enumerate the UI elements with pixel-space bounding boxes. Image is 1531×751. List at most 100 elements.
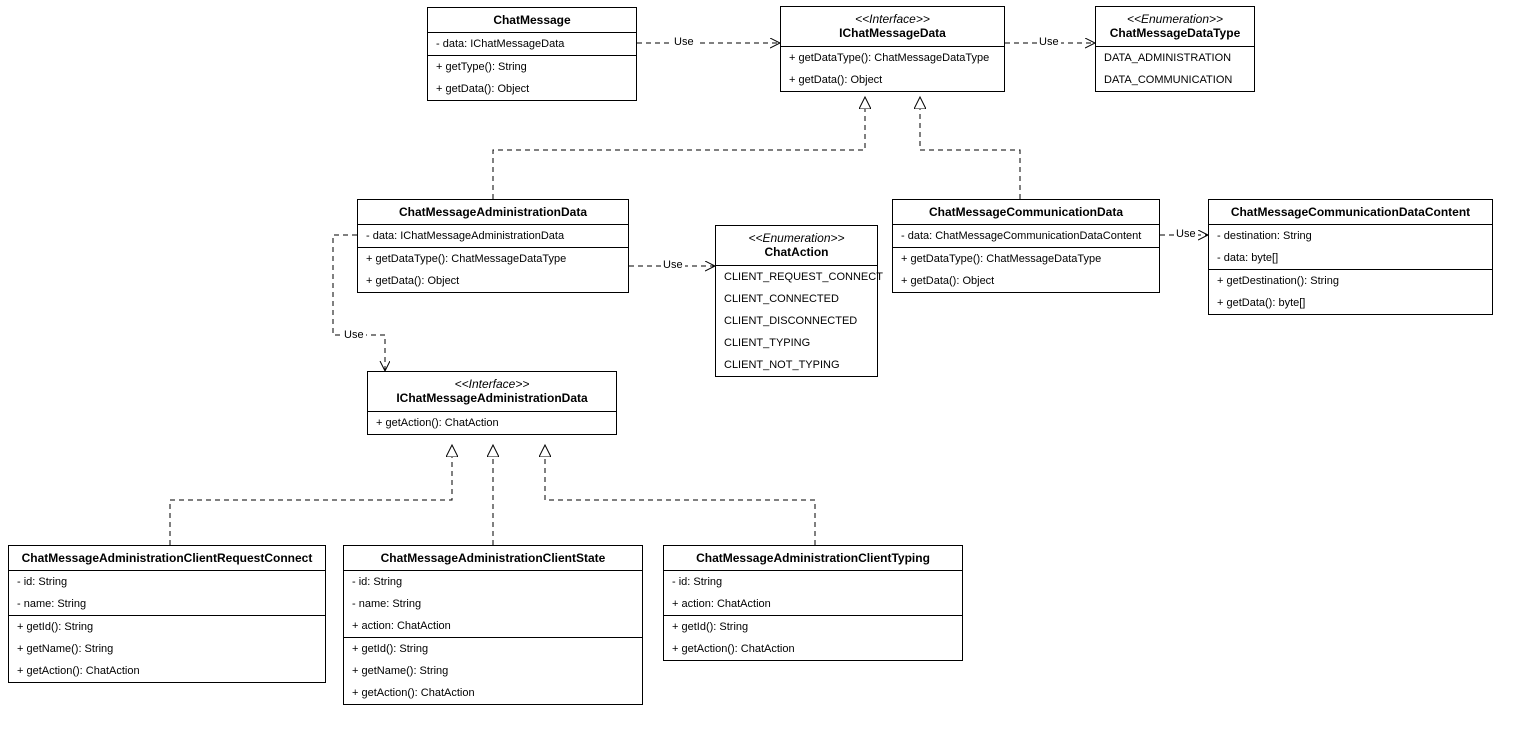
- class-attributes: - destination: String- data: byte[]: [1209, 225, 1492, 270]
- class-attributes: - id: String- name: String+ action: Chat…: [344, 571, 642, 638]
- class-attribute: - id: String: [664, 571, 962, 593]
- class-attribute: - destination: String: [1209, 225, 1492, 247]
- class-operation: + getAction(): ChatAction: [344, 682, 642, 704]
- enum-literal: CLIENT_NOT_TYPING: [716, 354, 877, 376]
- class-IChatMessageAdministrationData: <<Interface>>IChatMessageAdministrationD…: [367, 371, 617, 435]
- class-ChatMessageCommunicationData: ChatMessageCommunicationData - data: Chat…: [892, 199, 1160, 293]
- class-operations: + getId(): String+ getName(): String+ ge…: [344, 638, 642, 704]
- class-ChatMessageDataType: <<Enumeration>>ChatMessageDataTypeDATA_A…: [1095, 6, 1255, 92]
- class-name: ChatMessageCommunicationDataContent: [1231, 205, 1470, 219]
- class-header: <<Interface>>IChatMessageAdministrationD…: [368, 372, 616, 412]
- enum-literal: CLIENT_TYPING: [716, 332, 877, 354]
- class-operations: + getDestination(): String+ getData(): b…: [1209, 270, 1492, 314]
- class-ChatMessage: ChatMessage- data: IChatMessageData+ get…: [427, 7, 637, 101]
- class-IChatMessageData: <<Interface>>IChatMessageData+ getDataTy…: [780, 6, 1005, 92]
- class-name: IChatMessageAdministrationData: [396, 391, 587, 405]
- class-ChatMessageAdministrationClientRequestConnect: ChatMessageAdministrationClientRequestCo…: [8, 545, 326, 683]
- enum-literal: CLIENT_REQUEST_CONNECT: [716, 266, 877, 288]
- class-operation: + getAction(): ChatAction: [664, 638, 962, 660]
- class-operation: + getDataType(): ChatMessageDataType: [781, 47, 1004, 69]
- class-operation: + getAction(): ChatAction: [368, 412, 616, 434]
- class-attribute: - id: String: [344, 571, 642, 593]
- enum-literal: CLIENT_DISCONNECTED: [716, 310, 877, 332]
- class-operations: + getDataType(): ChatMessageDataType+ ge…: [893, 248, 1159, 292]
- class-name: ChatAction: [765, 245, 829, 259]
- class-name: ChatMessageCommunicationData: [929, 205, 1123, 219]
- class-operation: + getData(): Object: [893, 270, 1159, 292]
- class-operation: + getData(): Object: [428, 78, 636, 100]
- class-header: ChatMessage: [428, 8, 636, 33]
- class-attributes: - id: String+ action: ChatAction: [664, 571, 962, 616]
- enum-literal: DATA_ADMINISTRATION: [1096, 47, 1254, 69]
- class-ChatMessageAdministrationData: ChatMessageAdministrationData - data: ICh…: [357, 199, 629, 293]
- class-attributes: - data: IChatMessageData: [428, 33, 636, 56]
- class-attribute: - id: String: [9, 571, 325, 593]
- edge-label-use-2: Use: [1037, 36, 1061, 48]
- class-attribute: - data: ChatMessageCommunicationDataCont…: [893, 225, 1159, 247]
- edge-clienttyping-impl-iadmindata: [545, 445, 815, 545]
- class-attribute: - data: byte[]: [1209, 247, 1492, 269]
- class-name: ChatMessageAdministrationClientTyping: [696, 551, 930, 565]
- enum-literal: CLIENT_CONNECTED: [716, 288, 877, 310]
- class-ChatMessageAdministrationClientTyping: ChatMessageAdministrationClientTyping - i…: [663, 545, 963, 661]
- class-operation: + getId(): String: [664, 616, 962, 638]
- class-operations: + getDataType(): ChatMessageDataType+ ge…: [358, 248, 628, 292]
- class-name: ChatMessageAdministrationData: [399, 205, 587, 219]
- class-operation: + getType(): String: [428, 56, 636, 78]
- class-attributes: - data: IChatMessageAdministrationData: [358, 225, 628, 248]
- class-operation: + getData(): Object: [781, 69, 1004, 91]
- class-operation: + getId(): String: [9, 616, 325, 638]
- class-header: ChatMessageAdministrationClientRequestCo…: [9, 546, 325, 571]
- class-name: ChatMessageAdministrationClientRequestCo…: [22, 551, 313, 565]
- class-operation: + getDataType(): ChatMessageDataType: [893, 248, 1159, 270]
- class-operations: + getAction(): ChatAction: [368, 412, 616, 434]
- class-header: <<Interface>>IChatMessageData: [781, 7, 1004, 47]
- class-operation: + getDataType(): ChatMessageDataType: [358, 248, 628, 270]
- class-ChatAction: <<Enumeration>>ChatActionCLIENT_REQUEST_…: [715, 225, 878, 377]
- stereotype-label: <<Enumeration>>: [1104, 12, 1246, 26]
- class-name: IChatMessageData: [839, 26, 946, 40]
- stereotype-label: <<Interface>>: [376, 377, 608, 391]
- stereotype-label: <<Interface>>: [789, 12, 996, 26]
- class-attributes: - id: String- name: String: [9, 571, 325, 616]
- class-attribute: + action: ChatAction: [664, 593, 962, 615]
- class-operation: + getData(): Object: [358, 270, 628, 292]
- enum-literal: DATA_COMMUNICATION: [1096, 69, 1254, 91]
- class-name: ChatMessageDataType: [1110, 26, 1241, 40]
- class-name: ChatMessageAdministrationClientState: [381, 551, 606, 565]
- class-header: ChatMessageCommunicationData: [893, 200, 1159, 225]
- class-operation: + getAction(): ChatAction: [9, 660, 325, 682]
- class-attribute: - data: IChatMessageData: [428, 33, 636, 55]
- class-attribute: + action: ChatAction: [344, 615, 642, 637]
- class-attributes: - data: ChatMessageCommunicationDataCont…: [893, 225, 1159, 248]
- stereotype-label: <<Enumeration>>: [724, 231, 869, 245]
- class-attribute: - data: IChatMessageAdministrationData: [358, 225, 628, 247]
- class-operation: + getId(): String: [344, 638, 642, 660]
- class-attribute: - name: String: [9, 593, 325, 615]
- edge-commdata-impl-ichatmessagedata: [920, 97, 1020, 199]
- class-operations: + getId(): String+ getAction(): ChatActi…: [664, 616, 962, 660]
- edge-label-use-4: Use: [1174, 228, 1198, 240]
- edge-label-use-3: Use: [661, 259, 685, 271]
- class-operations: + getDataType(): ChatMessageDataType+ ge…: [781, 47, 1004, 91]
- class-header: ChatMessageCommunicationDataContent: [1209, 200, 1492, 225]
- class-header: ChatMessageAdministrationData: [358, 200, 628, 225]
- class-literals: DATA_ADMINISTRATIONDATA_COMMUNICATION: [1096, 47, 1254, 91]
- edge-label-use-5: Use: [342, 329, 366, 341]
- class-operations: + getType(): String+ getData(): Object: [428, 56, 636, 100]
- class-operation: + getName(): String: [344, 660, 642, 682]
- class-attribute: - name: String: [344, 593, 642, 615]
- class-name: ChatMessage: [493, 13, 570, 27]
- class-operations: + getId(): String+ getName(): String+ ge…: [9, 616, 325, 682]
- class-ChatMessageCommunicationDataContent: ChatMessageCommunicationDataContent - des…: [1208, 199, 1493, 315]
- class-literals: CLIENT_REQUEST_CONNECTCLIENT_CONNECTEDCL…: [716, 266, 877, 376]
- class-header: ChatMessageAdministrationClientTyping: [664, 546, 962, 571]
- class-header: ChatMessageAdministrationClientState: [344, 546, 642, 571]
- class-header: <<Enumeration>>ChatMessageDataType: [1096, 7, 1254, 47]
- class-ChatMessageAdministrationClientState: ChatMessageAdministrationClientState - id…: [343, 545, 643, 705]
- class-operation: + getName(): String: [9, 638, 325, 660]
- edge-admindata-impl-ichatmessagedata: [493, 97, 865, 199]
- edge-reqconnect-impl-iadmindata: [170, 445, 452, 545]
- class-header: <<Enumeration>>ChatAction: [716, 226, 877, 266]
- edge-label-use-1: Use: [672, 36, 696, 48]
